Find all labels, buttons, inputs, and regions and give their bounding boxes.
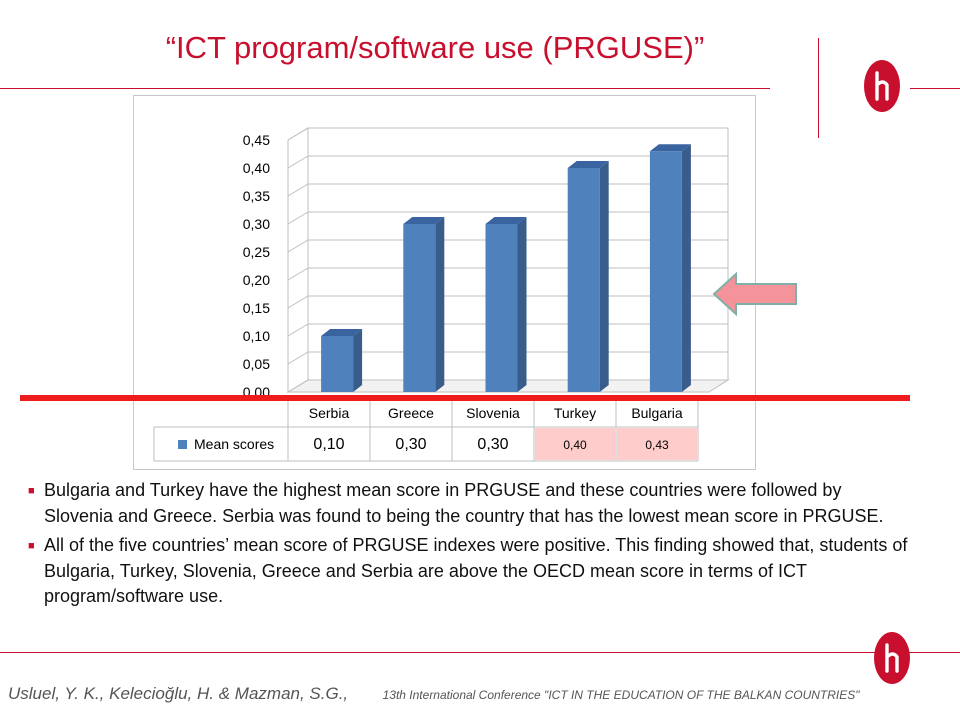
- legend-swatch: [178, 440, 187, 449]
- data-label: 0,30: [395, 436, 426, 453]
- bar-side: [599, 161, 609, 392]
- top-divider-line-right: [910, 88, 960, 89]
- highlighted-cell: [535, 428, 615, 460]
- bar-top: [485, 217, 527, 224]
- data-label: 0,43: [645, 438, 669, 452]
- footer: Usluel, Y. K., Kelecioğlu, H. & Mazman, …: [8, 684, 958, 704]
- legend-label: Mean scores: [194, 436, 274, 452]
- bar: [403, 224, 436, 392]
- top-divider-line: [0, 88, 770, 89]
- bar-chart: 0,00 0,05 0,10 0,15 0,20 0,25 0,30 0,35 0,40 0,45…: [133, 95, 756, 470]
- slide-title: “ICT program/software use (PRGUSE)”: [165, 30, 705, 65]
- y-tick-label: 0,35: [243, 188, 270, 204]
- square-bullet-icon: ■: [28, 540, 35, 552]
- university-logo-icon: [874, 632, 910, 684]
- x-tick-label: Turkey: [554, 405, 596, 421]
- left-arrow-icon: [712, 272, 797, 316]
- y-tick-label: 0,45: [243, 132, 270, 148]
- bullet-text: Bulgaria and Turkey have the highest mea…: [44, 480, 884, 526]
- gridline: [287, 155, 728, 169]
- bar-side: [435, 217, 445, 392]
- bar-top: [649, 144, 691, 152]
- bullet-list: ■ Bulgaria and Turkey have the highest m…: [28, 478, 908, 614]
- bar: [321, 336, 354, 392]
- bar-top: [403, 217, 445, 224]
- footer-authors: Usluel, Y. K., Kelecioğlu, H. & Mazman, …: [8, 684, 349, 703]
- bar: [567, 168, 600, 392]
- highlighted-cell: [617, 428, 697, 460]
- bullet-text: All of the five countries’ mean score of…: [44, 535, 908, 606]
- x-tick-label: Bulgaria: [631, 405, 683, 421]
- x-tick-label: Serbia: [309, 405, 350, 421]
- x-tick-label: Slovenia: [466, 405, 520, 421]
- bullet-item: ■ Bulgaria and Turkey have the highest m…: [28, 478, 908, 529]
- bar: [485, 224, 518, 392]
- square-bullet-icon: ■: [28, 485, 35, 497]
- bar-top: [567, 161, 609, 168]
- highlight-red-line: [20, 395, 910, 401]
- y-tick-label: 0,25: [243, 244, 270, 260]
- university-logo-icon: [864, 60, 900, 112]
- bar-side: [353, 329, 363, 392]
- top-vertical-line: [818, 38, 819, 138]
- y-tick-label: 0,10: [243, 328, 270, 344]
- footer-conference: 13th International Conference "ICT IN TH…: [382, 688, 860, 702]
- data-label: 0,10: [313, 436, 344, 453]
- bullet-item: ■ All of the five countries’ mean score …: [28, 533, 908, 610]
- data-label: 0,40: [563, 438, 587, 452]
- y-tick-label: 0,15: [243, 300, 270, 316]
- y-tick-label: 0,40: [243, 160, 270, 176]
- y-tick-label: 0,20: [243, 272, 270, 288]
- bar-side: [681, 144, 691, 392]
- gridline: [287, 127, 728, 141]
- bottom-divider-line: [0, 652, 960, 653]
- bar: [649, 151, 682, 392]
- y-tick-label: 0,05: [243, 356, 270, 372]
- bar-side: [517, 217, 527, 392]
- chart-canvas: 0,000,050,100,150,200,250,300,350,400,45…: [153, 127, 730, 462]
- y-tick-label: 0,30: [243, 216, 270, 232]
- x-tick-label: Greece: [388, 405, 434, 421]
- bar-top: [321, 329, 363, 336]
- chart-side-wall: [287, 127, 309, 393]
- data-label: 0,30: [477, 436, 508, 453]
